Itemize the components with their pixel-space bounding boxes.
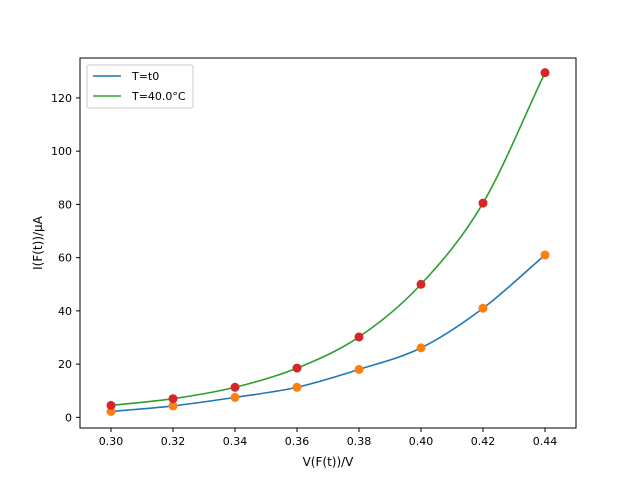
data-point-series-1 xyxy=(106,400,116,410)
x-tick-label: 0.42 xyxy=(471,435,496,448)
legend-label-40c: T=40.0°C xyxy=(131,90,186,103)
data-point-series-0 xyxy=(292,382,302,392)
data-point-series-1 xyxy=(416,279,426,289)
data-point-series-0 xyxy=(354,364,364,374)
x-tick-label: 0.32 xyxy=(161,435,186,448)
x-tick-label: 0.40 xyxy=(409,435,434,448)
data-point-series-1 xyxy=(540,68,550,78)
x-tick-label: 0.38 xyxy=(347,435,372,448)
y-tick-label: 40 xyxy=(58,305,72,318)
data-point-series-1 xyxy=(168,394,178,404)
y-tick-label: 100 xyxy=(51,145,72,158)
data-point-series-0 xyxy=(416,343,426,353)
y-axis-label: I(F(t))/μA xyxy=(31,215,45,270)
legend-label-t0: T=t0 xyxy=(131,70,159,83)
data-point-series-1 xyxy=(292,363,302,373)
x-tick-label: 0.44 xyxy=(533,435,558,448)
y-tick-label: 120 xyxy=(51,92,72,105)
data-point-series-0 xyxy=(478,303,488,313)
x-tick-label: 0.36 xyxy=(285,435,310,448)
axis-ticks: 0.30 0.32 0.34 0.36 0.38 0.40 0.42 0.44 0 20 40 60 8… xyxy=(51,92,557,448)
series-markers xyxy=(106,68,550,416)
x-tick-label: 0.30 xyxy=(99,435,124,448)
data-point-series-0 xyxy=(168,401,178,411)
data-point-series-1 xyxy=(230,382,240,392)
data-point-series-1 xyxy=(478,198,488,208)
x-axis-label: V(F(t))/V xyxy=(303,455,355,469)
data-point-series-0 xyxy=(540,250,550,260)
data-point-series-0 xyxy=(230,392,240,402)
y-tick-label: 60 xyxy=(58,252,72,265)
y-tick-label: 80 xyxy=(58,198,72,211)
y-tick-label: 20 xyxy=(58,358,72,371)
legend: T=t0 T=40.0°C xyxy=(86,64,194,109)
plot-background xyxy=(80,58,576,428)
y-tick-label: 0 xyxy=(65,411,72,424)
data-point-series-1 xyxy=(354,332,364,342)
plot-frame xyxy=(79,57,577,429)
x-tick-label: 0.34 xyxy=(223,435,248,448)
